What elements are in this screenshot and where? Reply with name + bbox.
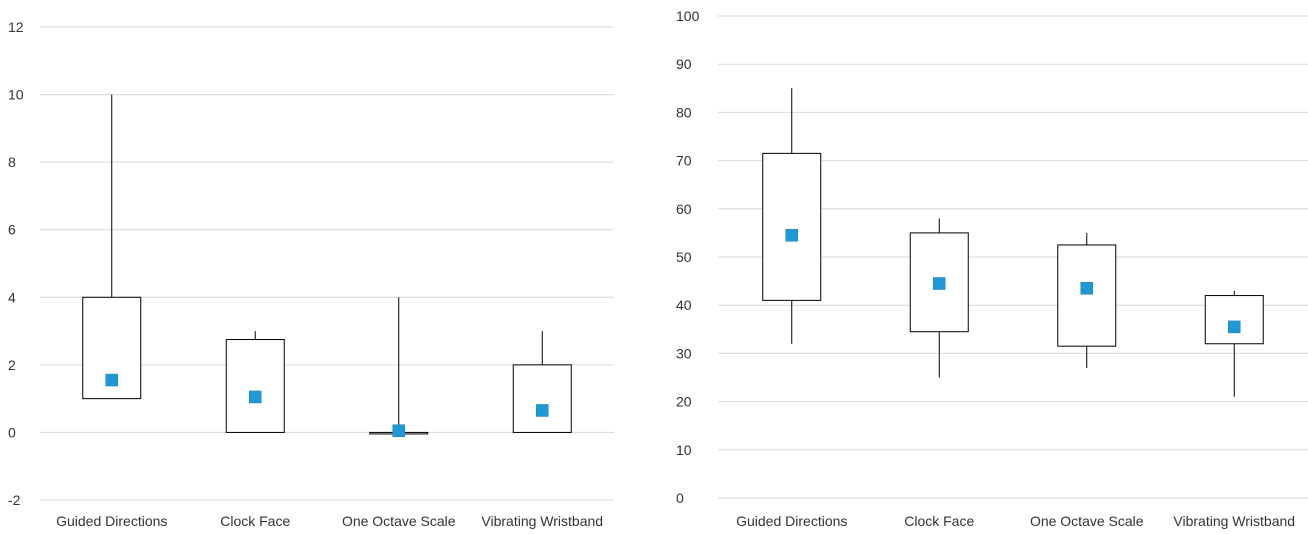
- mean-marker: [536, 404, 549, 417]
- box: [225, 339, 285, 433]
- y-tick-label: 2: [8, 357, 16, 373]
- x-category-label: Guided Directions: [56, 513, 167, 529]
- box-chart-right: 0 10 20 30 40 50 60 70 80 90 100 Guided Directions C…: [660, 0, 1308, 529]
- x-category-label: One Octave Scale: [1030, 513, 1144, 529]
- y-tick-label: 50: [676, 249, 692, 265]
- box: [762, 152, 822, 301]
- y-tick-label: 0: [8, 424, 16, 440]
- box-chart-right-svg: 0 10 20 30 40 50 60 70 80 90 100 Guided Directions C…: [676, 8, 1308, 529]
- y-tick-label: 40: [676, 297, 692, 313]
- mean-marker: [105, 373, 118, 387]
- y-tick-label: 100: [676, 8, 700, 24]
- mean-marker: [933, 277, 946, 290]
- y-tick-label: 20: [676, 394, 692, 410]
- mean-marker: [1080, 282, 1093, 295]
- y-tick-label: 8: [8, 154, 16, 170]
- box: [512, 364, 572, 433]
- x-category-label: Clock Face: [220, 513, 290, 529]
- box: [1057, 244, 1117, 347]
- x-category-label: Guided Directions: [736, 513, 847, 529]
- y-tick-label: 30: [676, 345, 692, 361]
- box: [1204, 295, 1264, 345]
- mean-marker: [249, 390, 262, 404]
- y-tick-label: 6: [8, 222, 16, 238]
- y-tick-label: 10: [8, 87, 24, 103]
- y-tick-label: 80: [676, 104, 692, 120]
- y-tick-label: 4: [8, 289, 16, 305]
- y-tick-label: 10: [676, 442, 692, 458]
- y-tick-label: -2: [8, 492, 21, 508]
- x-category-label: One Octave Scale: [342, 513, 456, 529]
- x-category-label: Clock Face: [904, 513, 974, 529]
- y-tick-label: 12: [8, 19, 24, 35]
- y-tick-label: 90: [676, 56, 692, 72]
- box-chart-left-svg: -2 0 2 4 6 8 10 12 Guided Directions Clock Face On…: [8, 19, 614, 529]
- mean-marker: [785, 229, 798, 242]
- x-category-label: Vibrating Wristband: [481, 513, 603, 529]
- y-tick-label: 0: [676, 490, 684, 506]
- mean-marker: [1228, 320, 1241, 334]
- y-tick-label: 70: [676, 153, 692, 169]
- x-category-label: Vibrating Wristband: [1173, 513, 1295, 529]
- y-tick-label: 60: [676, 201, 692, 217]
- box-chart-left: -2 0 2 4 6 8 10 12 Guided Directions Clock Face On…: [0, 0, 640, 529]
- mean-marker: [392, 424, 405, 437]
